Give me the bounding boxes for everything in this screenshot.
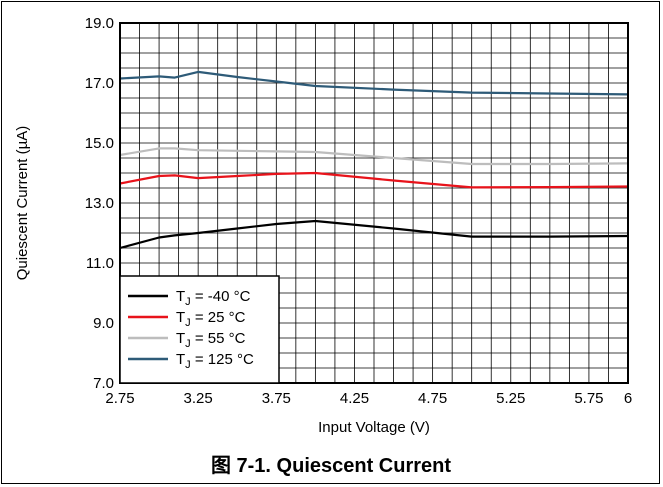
series-line-1 xyxy=(119,171,629,189)
figure-caption: 图 7-1. Quiescent Current xyxy=(211,454,451,477)
series-lines xyxy=(119,70,629,250)
legend-box xyxy=(119,275,280,384)
series-line-0 xyxy=(119,219,629,250)
y-tick-label: 13.0 xyxy=(85,195,114,212)
x-tick-label: 3.75 xyxy=(262,390,291,407)
x-tick-label: 3.25 xyxy=(184,390,213,407)
y-tick-label: 7.0 xyxy=(93,375,114,392)
legend-label-1: TJ = 25 °C xyxy=(176,309,246,329)
x-tick-label: 4.25 xyxy=(340,390,369,407)
x-tick-label: 6 xyxy=(624,390,632,407)
legend: TJ = -40 °CTJ = 25 °CTJ = 55 °CTJ = 125 … xyxy=(119,275,280,384)
x-tick-label: 4.75 xyxy=(418,390,447,407)
y-tick-label: 9.0 xyxy=(93,315,114,332)
series-line-3 xyxy=(119,70,629,96)
y-tick-label: 11.0 xyxy=(86,255,114,272)
x-tick-label: 5.25 xyxy=(496,390,525,407)
x-axis-label: Input Voltage (V) xyxy=(318,419,430,436)
x-tick-label: 5.75 xyxy=(574,390,603,407)
x-tick-labels: 2.75 3.25 3.75 4.25 4.75 5.25 5.75 6 xyxy=(105,390,632,407)
legend-label-3: TJ = 125 °C xyxy=(176,351,254,371)
y-tick-label: 15.0 xyxy=(85,135,114,152)
x-tick-label: 2.75 xyxy=(105,390,134,407)
y-tick-label: 19.0 xyxy=(85,15,114,32)
plot-border xyxy=(119,22,629,384)
series-line-2 xyxy=(119,147,629,166)
legend-label-2: TJ = 55 °C xyxy=(176,330,246,350)
y-tick-labels: 7.0 9.0 11.0 13.0 15.0 17.0 19.0 xyxy=(85,15,114,392)
legend-label-0: TJ = -40 °C xyxy=(176,288,251,308)
y-tick-label: 17.0 xyxy=(85,75,114,92)
y-axis-label: Quiescent Current (µA) xyxy=(14,126,31,281)
